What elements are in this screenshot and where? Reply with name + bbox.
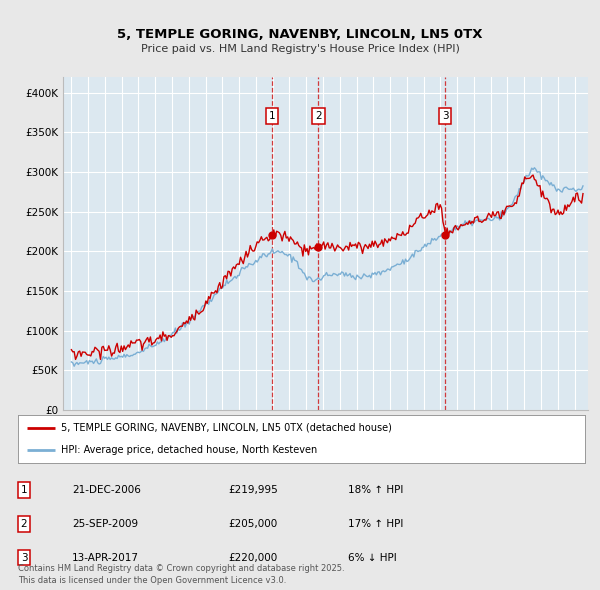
Text: 6% ↓ HPI: 6% ↓ HPI: [348, 553, 397, 562]
Text: 5, TEMPLE GORING, NAVENBY, LINCOLN, LN5 0TX: 5, TEMPLE GORING, NAVENBY, LINCOLN, LN5 …: [117, 28, 483, 41]
Text: HPI: Average price, detached house, North Kesteven: HPI: Average price, detached house, Nort…: [61, 445, 317, 455]
Text: 17% ↑ HPI: 17% ↑ HPI: [348, 519, 403, 529]
Text: 2: 2: [315, 112, 322, 122]
Text: Contains HM Land Registry data © Crown copyright and database right 2025.
This d: Contains HM Land Registry data © Crown c…: [18, 565, 344, 585]
Text: 21-DEC-2006: 21-DEC-2006: [72, 485, 141, 494]
Text: £205,000: £205,000: [228, 519, 277, 529]
Text: 5, TEMPLE GORING, NAVENBY, LINCOLN, LN5 0TX (detached house): 5, TEMPLE GORING, NAVENBY, LINCOLN, LN5 …: [61, 423, 391, 433]
Text: 3: 3: [442, 112, 448, 122]
Text: 25-SEP-2009: 25-SEP-2009: [72, 519, 138, 529]
Text: 1: 1: [269, 112, 275, 122]
Text: 2: 2: [20, 519, 28, 529]
Text: 3: 3: [20, 553, 28, 562]
Text: 18% ↑ HPI: 18% ↑ HPI: [348, 485, 403, 494]
Text: £219,995: £219,995: [228, 485, 278, 494]
Text: Price paid vs. HM Land Registry's House Price Index (HPI): Price paid vs. HM Land Registry's House …: [140, 44, 460, 54]
Text: 13-APR-2017: 13-APR-2017: [72, 553, 139, 562]
Text: 1: 1: [20, 485, 28, 494]
Text: £220,000: £220,000: [228, 553, 277, 562]
